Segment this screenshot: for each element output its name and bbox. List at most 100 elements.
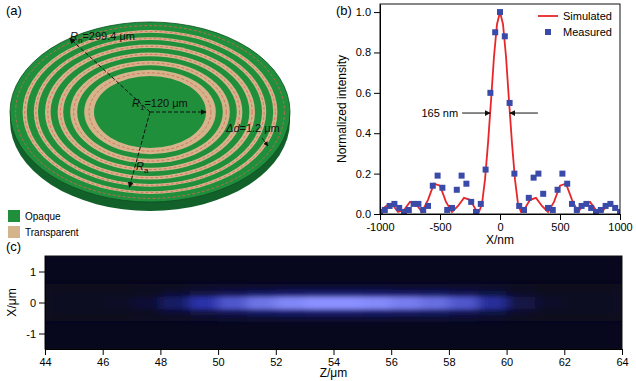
heat-cell [276, 303, 305, 310]
heat-cell [420, 309, 449, 316]
annotation-symbol: R [70, 30, 78, 42]
x-axis-tick-label: 48 [155, 356, 167, 368]
heat-cell [305, 290, 334, 297]
heat-cell [305, 315, 334, 322]
heat-cell [132, 296, 161, 303]
heat-cell [507, 284, 536, 291]
heat-cell [593, 284, 622, 291]
zone-edge [16, 26, 285, 199]
series-point [487, 90, 493, 96]
y-axis-title: X/μm [5, 288, 19, 316]
heat-cell [74, 290, 103, 297]
heat-cell [247, 296, 276, 303]
gap-arrow [262, 138, 268, 146]
figure: Rn=299.4 μmR1=120 μmΔd=1.2 μmRa(a)Opaque… [0, 0, 636, 381]
x-axis-tick-label: 60 [501, 356, 513, 368]
heat-cell [276, 290, 305, 297]
heat-cell [247, 303, 276, 310]
heat-cell [334, 284, 363, 291]
heat-cell [189, 303, 218, 310]
x-axis-tick: 1000 [608, 214, 632, 233]
x-axis-tick-mark [160, 349, 161, 355]
heat-cell [449, 296, 478, 303]
legend-swatch [8, 226, 20, 238]
x-axis-tick: 56 [386, 349, 398, 368]
heat-cell [218, 315, 247, 322]
heat-cell [132, 315, 161, 322]
heat-cell [132, 303, 161, 310]
y-axis-tick: 1.0 [356, 6, 380, 18]
disk-top [10, 22, 290, 202]
x-axis-tick-mark [622, 349, 623, 355]
heat-cell [103, 290, 132, 297]
cells [45, 284, 622, 322]
series-point [468, 199, 474, 205]
heat-cell [507, 290, 536, 297]
heat-cell [189, 290, 218, 297]
heat-cell [420, 290, 449, 297]
series-point [507, 100, 513, 106]
heat-cell [103, 309, 132, 316]
series-point [435, 173, 441, 179]
heat-cell [189, 309, 218, 316]
x-axis-tick: 54 [328, 349, 340, 368]
heat-cell [132, 309, 161, 316]
heat-cell [160, 303, 189, 310]
y-axis-tick-label: 0.8 [356, 46, 371, 58]
legend-swatch [538, 15, 558, 17]
heat-cell [564, 290, 593, 297]
series-point [535, 171, 541, 177]
series-point [478, 201, 484, 207]
x-axis-tick-label: 44 [39, 356, 51, 368]
heat-cell [535, 309, 564, 316]
x-axis-tick-mark [500, 214, 501, 220]
y-axis-line [45, 257, 46, 350]
x-axis-tick: -500 [429, 214, 451, 233]
annotation-text: 165 nm [421, 107, 458, 119]
heat-cell [449, 303, 478, 310]
heat-cell [218, 284, 247, 291]
heat-cell [189, 284, 218, 291]
x-axis: -1000-50005001000 [366, 214, 632, 233]
x-axis-tick-label: -500 [429, 221, 451, 233]
plot-area [380, 9, 620, 214]
heat-cell [247, 309, 276, 316]
x-axis-tick-mark [334, 349, 335, 355]
series-point [540, 191, 546, 197]
panel-a: Rn=299.4 μmR1=120 μmΔd=1.2 μmRa(a)Opaque… [6, 3, 290, 238]
y-axis-tick-label: -1 [26, 328, 36, 340]
annotation-text: =120 μm [144, 97, 187, 109]
series-point [406, 207, 412, 213]
heat-cell [74, 303, 103, 310]
heat-cell [45, 290, 74, 297]
heat-cell [478, 315, 507, 322]
heat-cell [45, 315, 74, 322]
heat-cell [160, 284, 189, 291]
panel-label: (a) [6, 3, 22, 18]
series-point [415, 201, 421, 207]
annotation-symbol: Δd [225, 122, 240, 134]
heat-cell [218, 309, 247, 316]
annotation-symbol: R [132, 97, 140, 109]
heat-cell [103, 284, 132, 291]
annotation-sub: a [144, 166, 149, 175]
heat-cell [45, 284, 74, 291]
heat-cell [593, 296, 622, 303]
heat-cell [535, 284, 564, 291]
heat-cell [276, 315, 305, 322]
heat-cell [478, 284, 507, 291]
annotation: R1=120 μm [132, 97, 188, 112]
annotation: Δd=1.2 μm [225, 122, 280, 134]
y-axis-tick-mark [374, 52, 380, 53]
series-point [511, 171, 517, 177]
x-axis-tick-label: 500 [551, 221, 569, 233]
x-axis-tick: 60 [501, 349, 513, 368]
heat-cell [247, 315, 276, 322]
x-axis-tick: 58 [443, 349, 455, 368]
series-point [459, 173, 465, 179]
radius-n-arrow [70, 38, 150, 112]
x-axis-tick-mark [620, 214, 621, 220]
series-point [483, 167, 489, 173]
x-axis-tick: 500 [551, 214, 569, 233]
y-axis-tick-label: 0 [30, 297, 36, 309]
